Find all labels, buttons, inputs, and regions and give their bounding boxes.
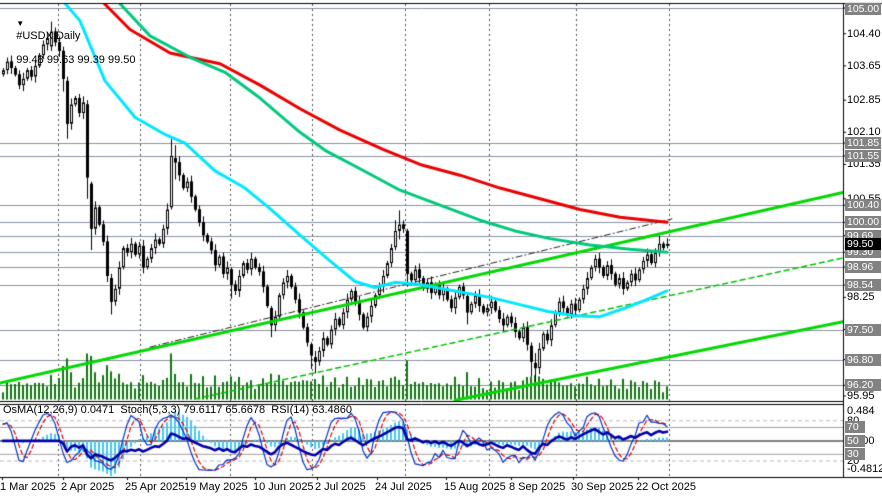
price-axis-label: 102.85 (847, 94, 881, 106)
symbol-timeframe-label: #USDX,Daily (16, 30, 81, 42)
price-axis-label: 103.65 (847, 60, 881, 72)
price-axis-label: 95.95 (847, 390, 875, 402)
price-axis-badge: 98.54 (845, 279, 881, 291)
time-axis-label: 19 May 2025 (184, 481, 248, 493)
price-axis-label: 98.25 (847, 291, 875, 303)
time-axis-label: 25 Apr 2025 (125, 481, 185, 493)
price-axis-badge: 100.00 (845, 216, 882, 228)
price-axis-badge: 101.85 (845, 137, 882, 149)
ohlc-readout: 99.48 99.63 99.39 99.50 (16, 54, 136, 66)
price-axis-badge: 98.96 (845, 261, 881, 273)
time-axis-label: 10 Jun 2025 (253, 481, 314, 493)
symbol-dropdown-arrow-icon[interactable]: ▼ (16, 19, 25, 28)
time-axis-label: 8 Sep 2025 (509, 481, 566, 493)
indicator-axis-label: -0.4812 (847, 463, 882, 475)
price-axis-badge: 100.40 (845, 199, 882, 211)
indicator-axis-label: 0.484 (847, 405, 875, 417)
time-axis-label: 30 Sep 2025 (571, 481, 634, 493)
indicator-level-badge: 50 (845, 435, 865, 447)
price-axis-label: 104.40 (847, 28, 881, 40)
indicator-level-badge: 30 (845, 448, 865, 460)
price-axis-badge: 97.50 (845, 324, 881, 336)
current-price-badge: 99.50 (845, 238, 881, 250)
chart-title: ▼ #USDX,Daily 99.48 99.63 99.39 99.50 (4, 6, 136, 78)
time-axis-label: 15 Aug 2025 (444, 481, 506, 493)
time-axis-label: 2 Apr 2025 (61, 481, 115, 493)
time-axis-label: 1 Mar 2025 (0, 481, 56, 493)
price-axis-badge: 105.00 (845, 3, 882, 15)
time-axis-label: 2 Jul 2025 (315, 481, 366, 493)
indicator-values-label: OsMA(12,26,9) 0.0471 Stoch(5,3,3) 79.611… (3, 404, 352, 416)
price-axis-badge: 101.55 (845, 150, 882, 162)
time-axis-label: 24 Jul 2025 (375, 481, 432, 493)
time-axis-label: 22 Oct 2025 (636, 481, 696, 493)
price-axis-badge: 96.20 (845, 379, 881, 391)
price-axis-badge: 96.80 (845, 354, 881, 366)
price-axis-label: 102.10 (847, 126, 881, 138)
indicator-level-badge: 70 (845, 421, 865, 433)
